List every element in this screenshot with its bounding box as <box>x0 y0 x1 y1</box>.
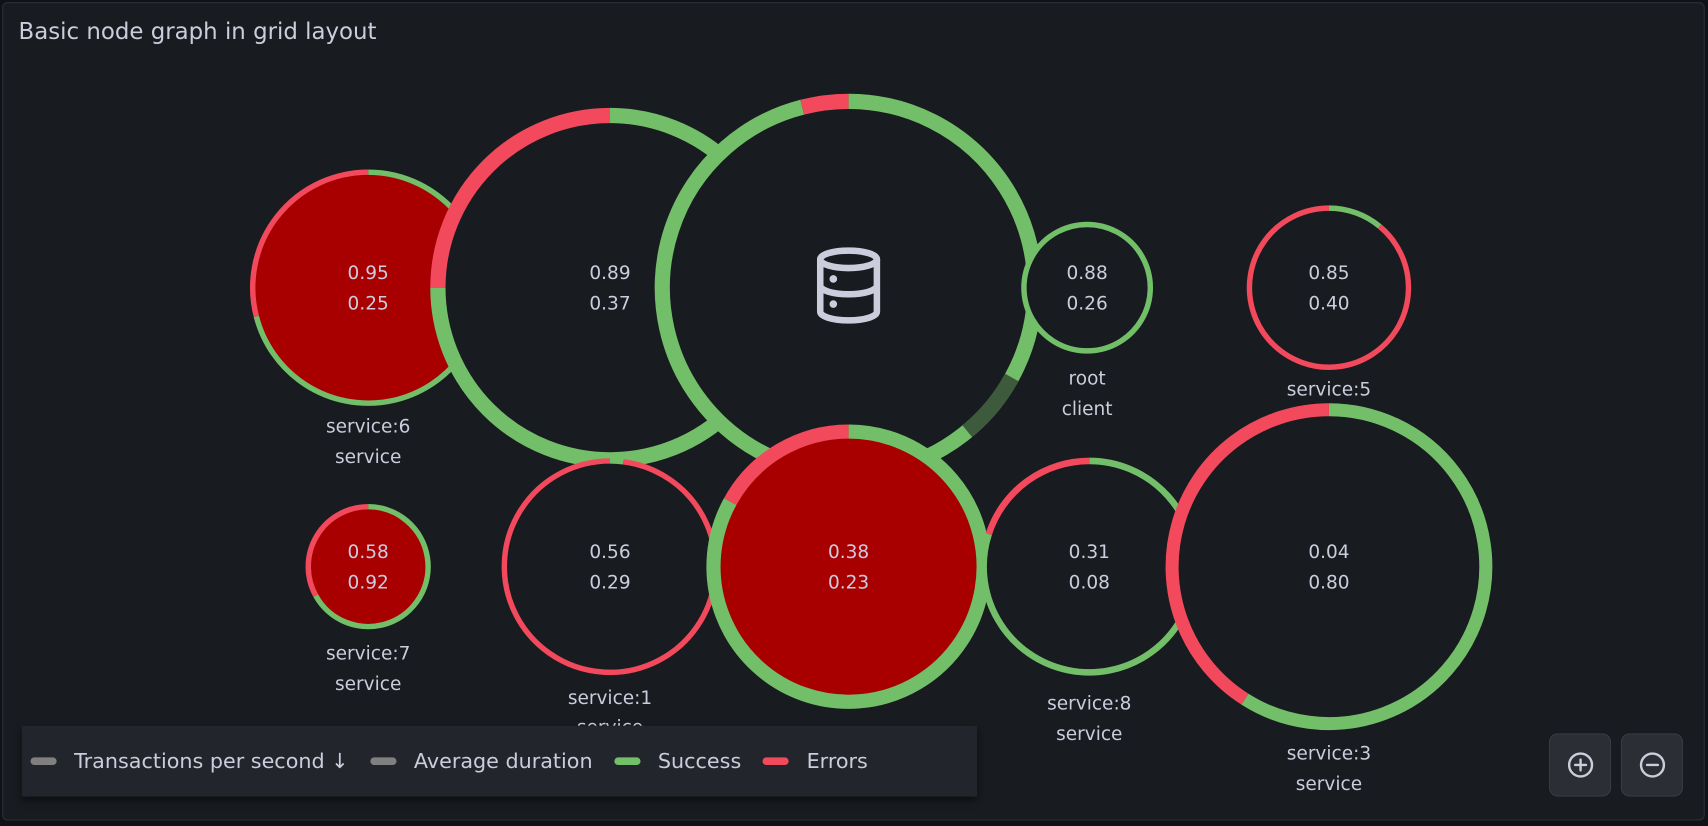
success-arc <box>609 458 624 465</box>
main-stat: 0.04 <box>1308 542 1349 563</box>
node-title: root <box>1069 369 1106 390</box>
database-icon <box>816 247 881 324</box>
main-stat: 0.88 <box>1067 263 1108 284</box>
node-subtitle: client <box>1062 399 1113 420</box>
node-service7[interactable]: 0.58 0.92 service:7 service <box>305 503 431 695</box>
legend-label: Transactions per second ↓ <box>74 749 349 774</box>
errors-arc <box>723 424 849 506</box>
node-body <box>1172 409 1486 724</box>
zoom-in-button[interactable] <box>1548 733 1612 797</box>
node-body <box>1023 224 1151 351</box>
errors-arc <box>305 503 369 597</box>
node-title: service:7 <box>326 643 410 664</box>
success-arc <box>1328 205 1382 229</box>
main-stat: 0.56 <box>589 542 630 563</box>
main-stat: 0.38 <box>828 542 869 563</box>
node-subtitle: service <box>335 674 401 695</box>
errors-arc <box>501 458 719 676</box>
legend-item-tps[interactable]: Transactions per second ↓ <box>30 749 349 774</box>
legend-item-success[interactable]: Success <box>614 749 741 773</box>
node-body <box>662 101 1035 475</box>
node-title: service:8 <box>1047 693 1131 714</box>
legend-swatch <box>763 757 790 765</box>
legend-swatch <box>30 757 57 765</box>
node-body <box>308 506 429 627</box>
legend-item-errors[interactable]: Errors <box>763 749 868 773</box>
node-service8[interactable]: 0.31 0.08 service:8 service <box>980 457 1199 745</box>
zoom-out-button[interactable] <box>1620 733 1683 797</box>
node-subtitle: service <box>1296 774 1362 795</box>
errors-arc <box>250 169 369 318</box>
secondary-stat: 0.40 <box>1308 293 1349 314</box>
highlight-arc <box>962 373 1019 438</box>
zoom-out-icon <box>1639 752 1665 778</box>
legend-swatch <box>614 757 641 765</box>
secondary-stat: 0.25 <box>348 293 389 314</box>
success-arc <box>706 424 991 709</box>
secondary-stat: 0.29 <box>589 572 630 593</box>
secondary-stat: 0.08 <box>1069 572 1110 593</box>
node-node-038[interactable]: 0.38 0.23 <box>706 424 991 709</box>
errors-arc <box>800 93 849 115</box>
node-database[interactable] <box>654 93 1043 482</box>
panel-title: Basic node graph in grid layout <box>18 18 377 45</box>
main-stat: 0.89 <box>589 263 630 284</box>
secondary-stat: 0.23 <box>828 572 869 593</box>
secondary-stat: 0.26 <box>1067 293 1108 314</box>
node-title: service:6 <box>326 417 410 438</box>
errors-arc <box>1246 205 1412 370</box>
node-body <box>983 460 1195 673</box>
node-title: service:5 <box>1287 380 1371 401</box>
secondary-stat: 0.92 <box>348 572 389 593</box>
node-title: service:1 <box>568 688 652 709</box>
errors-arc <box>1165 403 1329 705</box>
legend-label: Errors <box>806 749 868 774</box>
legend-label: Success <box>657 749 742 774</box>
legend-item-duration[interactable]: Average duration <box>370 749 593 774</box>
secondary-stat: 0.37 <box>589 293 630 314</box>
main-stat: 0.58 <box>348 542 389 563</box>
success-arc <box>313 503 431 630</box>
node-body <box>504 460 716 673</box>
node-body <box>1249 208 1409 368</box>
node-root[interactable]: 0.88 0.26 root client <box>1021 221 1154 420</box>
node-subtitle: service <box>1056 724 1122 745</box>
node-body <box>713 431 984 702</box>
node-service3[interactable]: 0.04 0.80 service:3 service <box>1165 403 1493 795</box>
legend: Transactions per second ↓ Average durati… <box>21 725 978 797</box>
node-service5[interactable]: 0.85 0.40 service:5 <box>1246 205 1412 401</box>
node-subtitle: service <box>335 447 401 468</box>
node-body <box>252 172 484 404</box>
legend-label: Average duration <box>413 749 593 774</box>
legend-swatch <box>370 757 397 765</box>
node-service6[interactable]: 0.95 0.25 service:6 service <box>250 169 487 468</box>
errors-arc <box>430 107 611 288</box>
success-arc <box>980 457 1199 676</box>
node-title: service:3 <box>1287 744 1371 765</box>
main-stat: 0.85 <box>1308 263 1349 284</box>
success-arc <box>1021 221 1154 354</box>
zoom-in-icon <box>1567 752 1593 778</box>
success-arc <box>1241 403 1493 731</box>
secondary-stat: 0.80 <box>1308 572 1349 593</box>
main-stat: 0.95 <box>348 263 389 284</box>
main-stat: 0.31 <box>1069 542 1110 563</box>
errors-arc <box>985 457 1090 535</box>
